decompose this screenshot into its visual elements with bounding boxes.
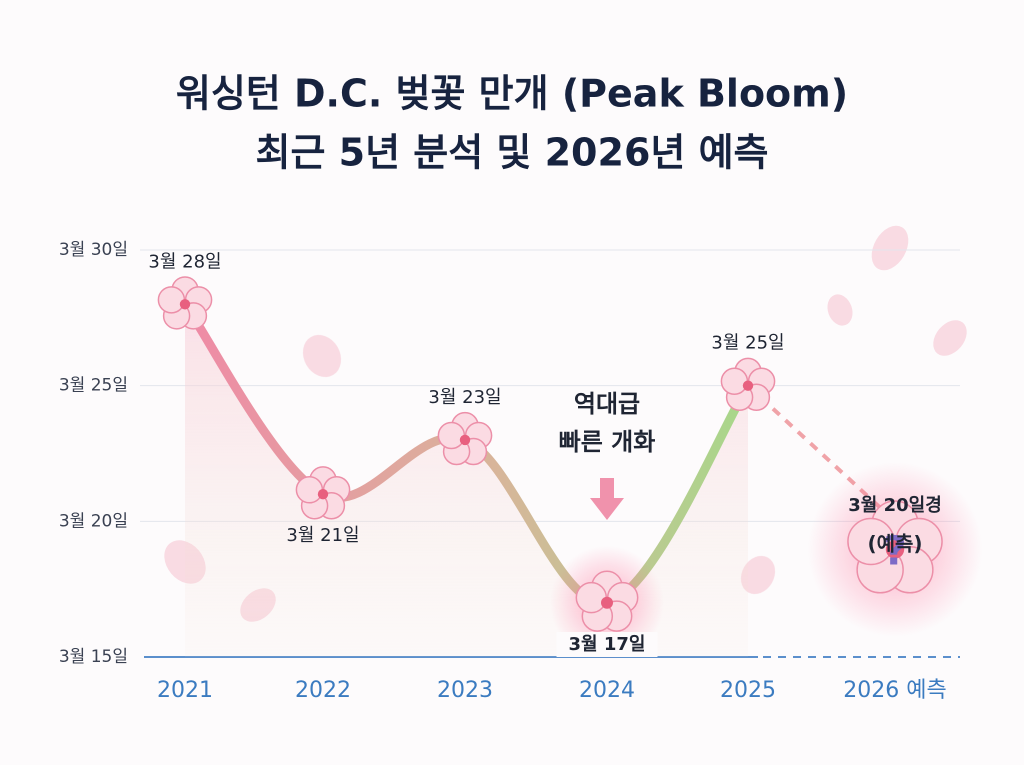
flower-marker (550, 545, 664, 660)
y-tick-label: 3월 20일 (59, 511, 128, 531)
value-label: 3월 21일 (286, 525, 359, 546)
value-label: 3월 28일 (148, 251, 221, 272)
flower-marker (807, 461, 983, 637)
flower-center (742, 380, 754, 391)
annotation: 빠른 개화 (559, 428, 656, 456)
y-tick-label: 3월 30일 (59, 240, 128, 260)
flower-marker (157, 276, 213, 330)
label-bg (556, 632, 658, 657)
flower-marker (295, 466, 351, 520)
y-tick-label: 3월 25일 (59, 376, 128, 396)
x-tick-label: 2025 (720, 678, 776, 703)
annotation: 역대급 (574, 390, 640, 418)
flower-center (317, 489, 329, 500)
flower-center (885, 540, 905, 559)
petal (295, 476, 324, 504)
value-label: 3월 25일 (711, 333, 784, 354)
chart-title: 워싱턴 D.C. 벚꽃 만개 (Peak Bloom) (176, 72, 848, 116)
y-tick-label: 3월 15일 (59, 647, 128, 667)
value-label: 3월 20일경 (848, 495, 942, 516)
flower-center (459, 434, 471, 446)
petal (437, 421, 466, 450)
x-tick-label: 2022 (295, 678, 351, 703)
flower-center (601, 596, 613, 609)
value-label: 3월 23일 (428, 387, 501, 408)
forecast-note: (예측) (867, 532, 922, 556)
flower-center (179, 299, 191, 310)
petal (157, 286, 186, 314)
area (185, 304, 748, 657)
flower-marker (437, 411, 493, 466)
flower-marker (720, 357, 776, 411)
value-label: 3월 17일 (569, 634, 646, 655)
forecast-question: ? (883, 528, 906, 574)
x-tick-label: 2021 (157, 678, 213, 703)
petal (720, 367, 749, 395)
x-tick-label: 2026 예측 (843, 678, 946, 703)
x-tick-label: 2023 (437, 678, 493, 703)
x-tick-label: 2024 (579, 678, 635, 703)
petal (575, 581, 608, 614)
annotation-arrow (590, 478, 624, 520)
chart-subtitle: 최근 5년 분석 및 2026년 예측 (256, 131, 769, 175)
